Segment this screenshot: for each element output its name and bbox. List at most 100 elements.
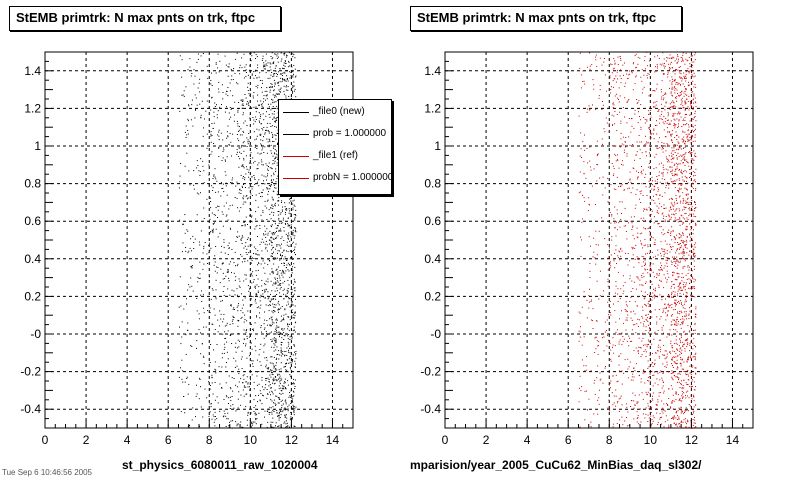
data-point-right <box>658 309 660 310</box>
data-point-left <box>265 336 267 338</box>
data-point-right <box>639 191 641 193</box>
data-point-left <box>200 192 201 194</box>
data-point-left <box>185 125 187 127</box>
data-point-left <box>178 187 180 189</box>
data-point-left <box>258 254 260 256</box>
data-point-right <box>678 163 680 165</box>
data-point-right <box>642 219 644 221</box>
data-point-left <box>283 366 285 368</box>
data-point-right <box>608 408 610 410</box>
data-point-right <box>599 379 601 381</box>
data-point-right <box>620 132 622 134</box>
data-point-right <box>632 373 634 375</box>
data-point-left <box>215 62 217 64</box>
data-point-right <box>672 274 674 276</box>
data-point-left <box>274 187 276 189</box>
data-point-left <box>247 245 249 247</box>
data-point-left <box>228 144 230 146</box>
data-point-right <box>677 112 679 114</box>
data-point-right <box>669 304 671 306</box>
data-point-right <box>677 302 679 304</box>
data-point-right <box>680 295 682 297</box>
data-point-left <box>214 368 216 370</box>
data-point-left <box>242 142 244 144</box>
data-point-left <box>243 122 245 124</box>
data-point-left <box>268 379 270 380</box>
data-point-right <box>672 367 674 368</box>
data-point-right <box>675 302 676 304</box>
data-point-right <box>676 248 678 250</box>
data-point-right <box>593 88 595 90</box>
data-point-right <box>629 178 631 180</box>
data-point-left <box>293 395 295 397</box>
data-point-right <box>659 194 661 196</box>
data-point-right <box>695 52 696 54</box>
data-point-right <box>589 68 591 70</box>
data-point-left <box>200 55 202 57</box>
data-point-right <box>641 244 643 246</box>
data-point-right <box>695 156 697 157</box>
data-point-right <box>677 248 679 250</box>
data-point-right <box>653 338 655 340</box>
data-point-left <box>231 75 233 77</box>
data-point-right <box>636 276 638 278</box>
data-point-right <box>676 208 678 210</box>
data-point-left <box>192 235 194 237</box>
data-point-right <box>646 52 648 53</box>
data-point-right <box>683 251 685 253</box>
data-point-left <box>215 178 217 180</box>
data-point-right <box>689 152 691 154</box>
data-point-right <box>691 136 693 138</box>
data-point-left <box>224 413 226 415</box>
data-point-left <box>223 147 225 149</box>
data-point-left <box>238 131 240 132</box>
data-point-right <box>671 150 673 152</box>
data-point-left <box>208 129 210 131</box>
data-point-left <box>230 116 232 118</box>
data-point-right <box>637 258 639 260</box>
data-point-right <box>680 200 682 202</box>
data-point-left <box>248 102 250 104</box>
data-point-right <box>683 154 685 155</box>
data-point-right <box>627 368 629 370</box>
data-point-left <box>258 162 260 164</box>
data-point-right <box>624 62 625 64</box>
data-point-right <box>644 269 646 271</box>
data-point-left <box>256 56 258 58</box>
data-point-right <box>642 272 644 274</box>
data-point-left <box>253 92 255 94</box>
data-point-left <box>284 382 286 384</box>
data-point-left <box>270 293 271 295</box>
data-point-left <box>282 392 284 394</box>
data-point-left <box>270 218 272 220</box>
data-point-right <box>692 342 694 344</box>
data-point-left <box>266 324 268 326</box>
data-point-right <box>690 306 692 307</box>
data-point-right <box>681 289 683 291</box>
data-point-right <box>637 326 639 327</box>
data-point-right <box>649 393 651 394</box>
data-point-left <box>271 242 273 244</box>
data-point-right <box>691 75 693 77</box>
data-point-right <box>680 353 682 354</box>
data-point-left <box>200 332 201 334</box>
data-point-left <box>287 426 289 428</box>
data-point-right <box>669 87 670 89</box>
data-point-left <box>287 410 289 412</box>
data-point-right <box>672 319 674 321</box>
data-point-left <box>255 298 256 300</box>
data-point-left <box>281 319 283 321</box>
data-point-right <box>636 141 638 143</box>
data-point-left <box>271 52 273 54</box>
data-point-left <box>225 182 227 184</box>
data-point-right <box>640 322 642 324</box>
data-point-right <box>676 100 677 102</box>
data-point-left <box>203 263 205 265</box>
data-point-left <box>277 191 279 193</box>
data-point-right <box>651 398 653 400</box>
data-point-left <box>287 66 289 68</box>
data-point-right <box>621 332 623 334</box>
data-point-left <box>235 276 237 278</box>
data-point-right <box>651 353 653 354</box>
data-point-right <box>651 370 653 372</box>
